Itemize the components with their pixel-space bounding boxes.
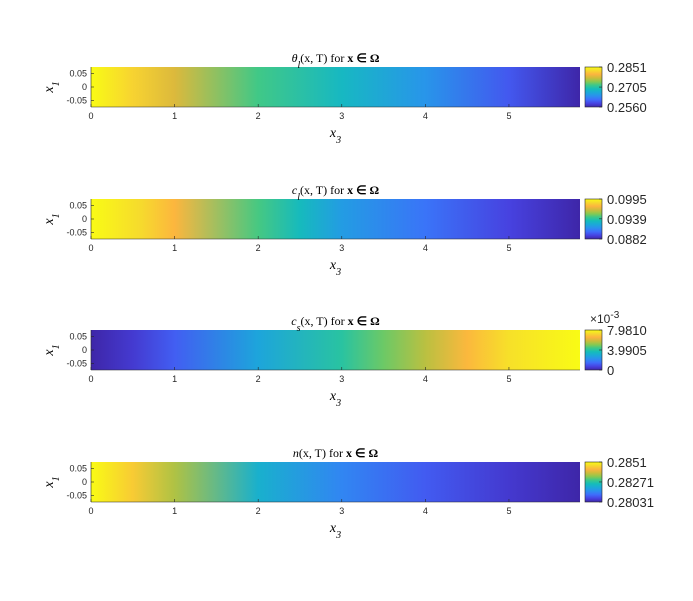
heatmap-field: [91, 462, 580, 502]
heatmap-panel-4: 0 1 2 3 4 50.050-0.05n(x, T) for x ∈ Ωx3x10.2…: [42, 446, 654, 541]
x-tick-label: 3: [339, 243, 344, 253]
x-tick-label: 3: [339, 111, 344, 121]
x-tick-label: 1: [172, 506, 177, 516]
colorbar-tick-label: 0.2851: [607, 60, 647, 75]
x-tick-label: 2: [256, 506, 261, 516]
colorbar-tick-label: 0.28031: [607, 495, 654, 510]
y-tick-label: 0.05: [69, 69, 87, 79]
x-tick-label: 5: [506, 506, 511, 516]
y-axis-label: x1: [42, 81, 62, 93]
x-tick-label: 4: [423, 111, 428, 121]
x-tick-label: 0: [88, 374, 93, 384]
x-tick-label: 5: [506, 243, 511, 253]
x-tick-label: 0: [88, 111, 93, 121]
x-axis-label: x3: [329, 389, 341, 409]
y-axis-label: x1: [42, 213, 62, 225]
x-tick-label: 1: [172, 111, 177, 121]
y-tick-label: -0.05: [66, 227, 87, 237]
colorbar-tick-label: 3.9905: [607, 343, 647, 358]
y-axis-label: x1: [42, 476, 62, 488]
x-tick-label: 2: [256, 111, 261, 121]
x-tick-label: 0: [88, 243, 93, 253]
x-tick-label: 2: [256, 374, 261, 384]
x-tick-label: 1: [172, 243, 177, 253]
x-tick-label: 2: [256, 243, 261, 253]
colorbar-tick-label: 0: [607, 363, 614, 378]
y-tick-label: -0.05: [66, 358, 87, 368]
y-tick-label: 0: [82, 477, 87, 487]
x-tick-label: 3: [339, 374, 344, 384]
colorbar-multiplier: ×10-3: [590, 310, 620, 327]
heatmap-field: [91, 330, 580, 370]
x-tick-label: 5: [506, 374, 511, 384]
colorbar-tick-label: 0.2705: [607, 80, 647, 95]
x-tick-label: 0: [88, 506, 93, 516]
chart-title: n(x, T) for x ∈ Ω: [293, 446, 379, 460]
x-axis-label: x3: [329, 258, 341, 278]
x-tick-label: 4: [423, 506, 428, 516]
heatmap-field: [91, 67, 580, 107]
x-axis-label: x3: [329, 126, 341, 146]
x-tick-label: 3: [339, 506, 344, 516]
x-axis-label: x3: [329, 521, 341, 541]
y-tick-label: 0.05: [69, 201, 87, 211]
colorbar-tick-label: 0.0995: [607, 192, 647, 207]
y-tick-label: 0.05: [69, 464, 87, 474]
x-tick-label: 4: [423, 243, 428, 253]
colorbar-tick-label: 0.2560: [607, 100, 647, 115]
x-tick-label: 4: [423, 374, 428, 384]
colorbar-tick-label: 0.28271: [607, 475, 654, 490]
colorbar-tick-label: 7.9810: [607, 323, 647, 338]
colorbar-tick-label: 0.0882: [607, 232, 647, 247]
colorbar-tick-label: 0.0939: [607, 212, 647, 227]
y-axis-label: x1: [42, 344, 62, 356]
chart-title: θl(x, T) for x ∈ Ω: [292, 51, 380, 71]
x-tick-label: 1: [172, 374, 177, 384]
y-tick-label: -0.05: [66, 490, 87, 500]
y-tick-label: 0: [82, 82, 87, 92]
x-tick-label: 5: [506, 111, 511, 121]
heatmap-field: [91, 199, 580, 239]
colorbar-tick-label: 0.2851: [607, 455, 647, 470]
chart-title: cs(x, T) for x ∈ Ω: [291, 314, 380, 334]
y-tick-label: -0.05: [66, 95, 87, 105]
y-tick-label: 0: [82, 345, 87, 355]
y-tick-label: 0: [82, 214, 87, 224]
y-tick-label: 0.05: [69, 332, 87, 342]
chart-title: cl(x, T) for x ∈ Ω: [292, 183, 380, 203]
